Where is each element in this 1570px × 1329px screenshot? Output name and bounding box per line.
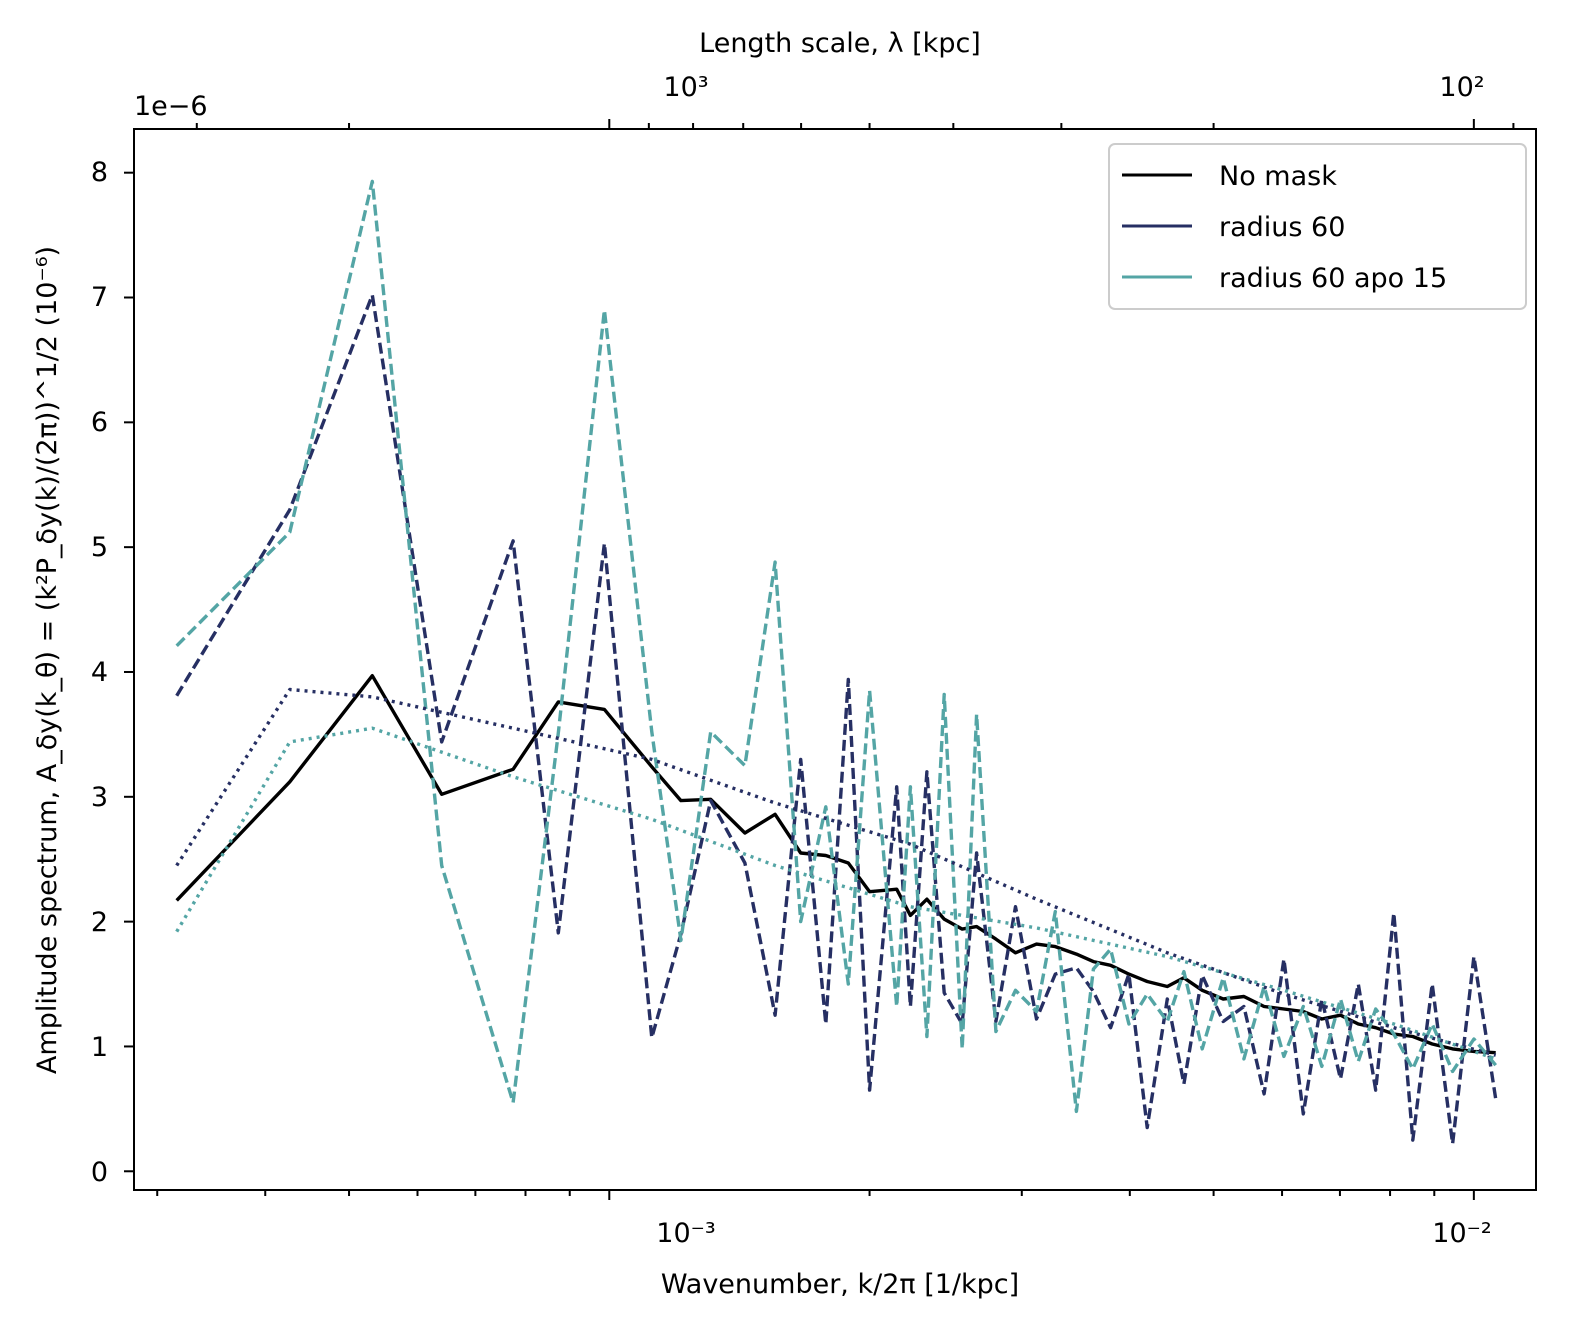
series-line-4 xyxy=(175,726,1497,1061)
series-line-0 xyxy=(175,674,1496,1055)
legend-label-radius-60: radius 60 xyxy=(1219,212,1345,243)
top-axis xyxy=(195,119,1515,129)
y-offset-text: 1e−6 xyxy=(134,91,208,122)
plot-frame xyxy=(133,128,1537,1191)
y-axis xyxy=(124,171,134,1173)
legend-box xyxy=(1108,143,1527,310)
legend-label-no-mask: No mask xyxy=(1219,161,1337,192)
y-tick-label: 5 xyxy=(91,532,108,563)
legend-label-radius-60-apo-15: radius 60 apo 15 xyxy=(1219,263,1447,294)
x-axis-label: Wavenumber, k/2π [1/kpc] xyxy=(661,1269,1019,1300)
y-tick-label: 6 xyxy=(91,407,108,438)
y-tick-label: 2 xyxy=(91,907,108,938)
x-tick-label: 10⁻³ xyxy=(656,1218,715,1249)
series-line-2 xyxy=(175,179,1498,1114)
y-tick-label: 3 xyxy=(91,782,108,813)
y-tick-label: 4 xyxy=(91,657,108,688)
y-axis-label: Amplitude spectrum, A_δy(k_θ) = (k²P_δy(… xyxy=(32,246,63,1074)
top-axis-label: Length scale, λ [kpc] xyxy=(699,28,981,59)
x-axis xyxy=(156,1190,1475,1200)
top-tick-label: 10³ xyxy=(663,72,708,103)
top-tick-label: 10² xyxy=(1439,72,1484,103)
y-tick-label: 7 xyxy=(91,282,108,313)
y-tick-label: 0 xyxy=(91,1157,108,1188)
y-tick-label: 1 xyxy=(91,1032,108,1063)
y-tick-label: 8 xyxy=(91,157,108,188)
series-line-3 xyxy=(175,687,1497,1057)
legend: No mask radius 60 radius 60 apo 15 xyxy=(1108,143,1527,310)
x-tick-label: 10⁻² xyxy=(1432,1218,1491,1249)
series-layer xyxy=(175,179,1498,1146)
